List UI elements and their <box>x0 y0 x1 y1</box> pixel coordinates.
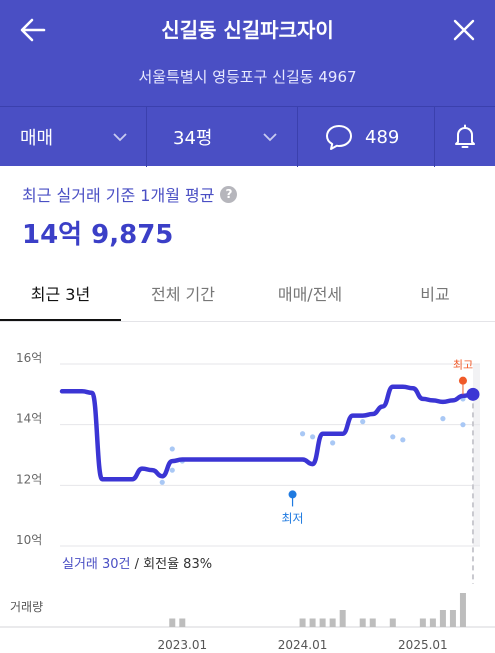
volume-bar <box>299 618 306 627</box>
scatter-point <box>169 467 175 473</box>
chevron-down-icon <box>113 133 127 142</box>
filter-bar: 매매 34평 489 <box>0 106 495 167</box>
trade-type-label: 매매 <box>20 128 54 149</box>
chevron-down-icon <box>263 133 277 142</box>
tab-sale-jeonse[interactable]: 매매/전세 <box>277 285 343 304</box>
area-label: 34평 <box>173 128 213 149</box>
volume-bar <box>459 593 466 627</box>
scatter-point <box>299 431 306 437</box>
average-price-caption: 최근 실거래 기준 1개월 평균 <box>22 186 215 205</box>
scatter-point <box>169 446 175 452</box>
tab-recent-3-years[interactable]: 최근 3년 <box>30 285 91 304</box>
scatter-point <box>440 416 446 422</box>
scatter-point <box>460 422 466 428</box>
volume-axis-label: 거래량 <box>10 600 43 614</box>
price-line <box>59 384 476 482</box>
x-tick-label: 2024.01 <box>278 638 328 652</box>
notification-button[interactable] <box>435 107 495 167</box>
volume-bar <box>449 610 456 627</box>
volume-bar <box>179 618 186 627</box>
y-tick-label: 16억 <box>16 351 42 365</box>
average-price-label: 최근 실거래 기준 1개월 평균 ? <box>22 182 238 206</box>
volume-bar <box>369 618 376 627</box>
scatter-point <box>310 434 316 440</box>
period-tabs: 최근 3년 전체 기간 매매/전세 비교 <box>0 264 495 322</box>
scatter-point <box>159 479 165 485</box>
app-header: 신길동 신길파크자이 서울특별시 영등포구 신길동 4967 <box>0 0 495 106</box>
volume-bar <box>439 610 446 627</box>
turnover-rate: / 회전율 83% <box>131 557 213 572</box>
comment-count: 489 <box>365 126 400 148</box>
trade-summary: 실거래 30건 / 회전율 83% <box>62 557 212 572</box>
help-icon[interactable]: ? <box>220 185 238 203</box>
active-tab-indicator <box>0 319 121 321</box>
volume-bar <box>319 618 326 627</box>
scatter-point <box>330 440 336 446</box>
low-label: 최저 <box>282 511 304 525</box>
average-price-value: 14억 9,875 <box>22 220 174 250</box>
current-point <box>466 387 480 401</box>
volume-bar <box>169 618 176 627</box>
volume-bar <box>329 618 336 627</box>
future-region <box>472 364 480 546</box>
volume-bar <box>389 618 396 627</box>
tab-all-period[interactable]: 전체 기간 <box>151 285 215 304</box>
y-tick-label: 14억 <box>16 412 42 426</box>
trade-count: 실거래 30건 <box>62 557 131 572</box>
volume-bar <box>359 618 366 627</box>
back-arrow-icon[interactable] <box>18 16 48 44</box>
area-dropdown[interactable]: 34평 <box>147 107 297 167</box>
scatter-point <box>360 419 366 425</box>
x-tick-label: 2025.01 <box>398 638 448 652</box>
scatter-point <box>390 434 396 440</box>
speech-bubble-icon <box>326 125 352 150</box>
volume-bar <box>339 610 346 627</box>
x-tick-label: 2023.01 <box>157 638 207 652</box>
y-tick-label: 12억 <box>16 472 42 486</box>
volume-bar <box>429 618 436 627</box>
y-tick-label: 10억 <box>16 533 42 547</box>
comments-button[interactable]: 489 <box>298 107 434 167</box>
close-icon[interactable] <box>450 16 478 44</box>
scatter-point <box>400 437 406 443</box>
page-title: 신길동 신길파크자이 <box>161 18 334 42</box>
trade-type-dropdown[interactable]: 매매 <box>0 107 146 167</box>
tab-compare[interactable]: 비교 <box>420 285 450 304</box>
bell-icon <box>455 124 475 148</box>
volume-bar <box>419 618 426 627</box>
high-label: 최고 <box>453 359 473 372</box>
address-text: 서울특별시 영등포구 신길동 4967 <box>138 68 357 86</box>
volume-bar <box>309 618 316 627</box>
